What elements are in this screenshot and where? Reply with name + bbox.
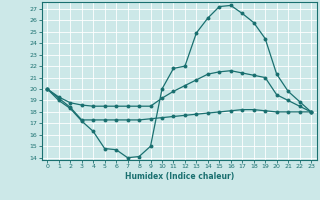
X-axis label: Humidex (Indice chaleur): Humidex (Indice chaleur) [124,172,234,181]
